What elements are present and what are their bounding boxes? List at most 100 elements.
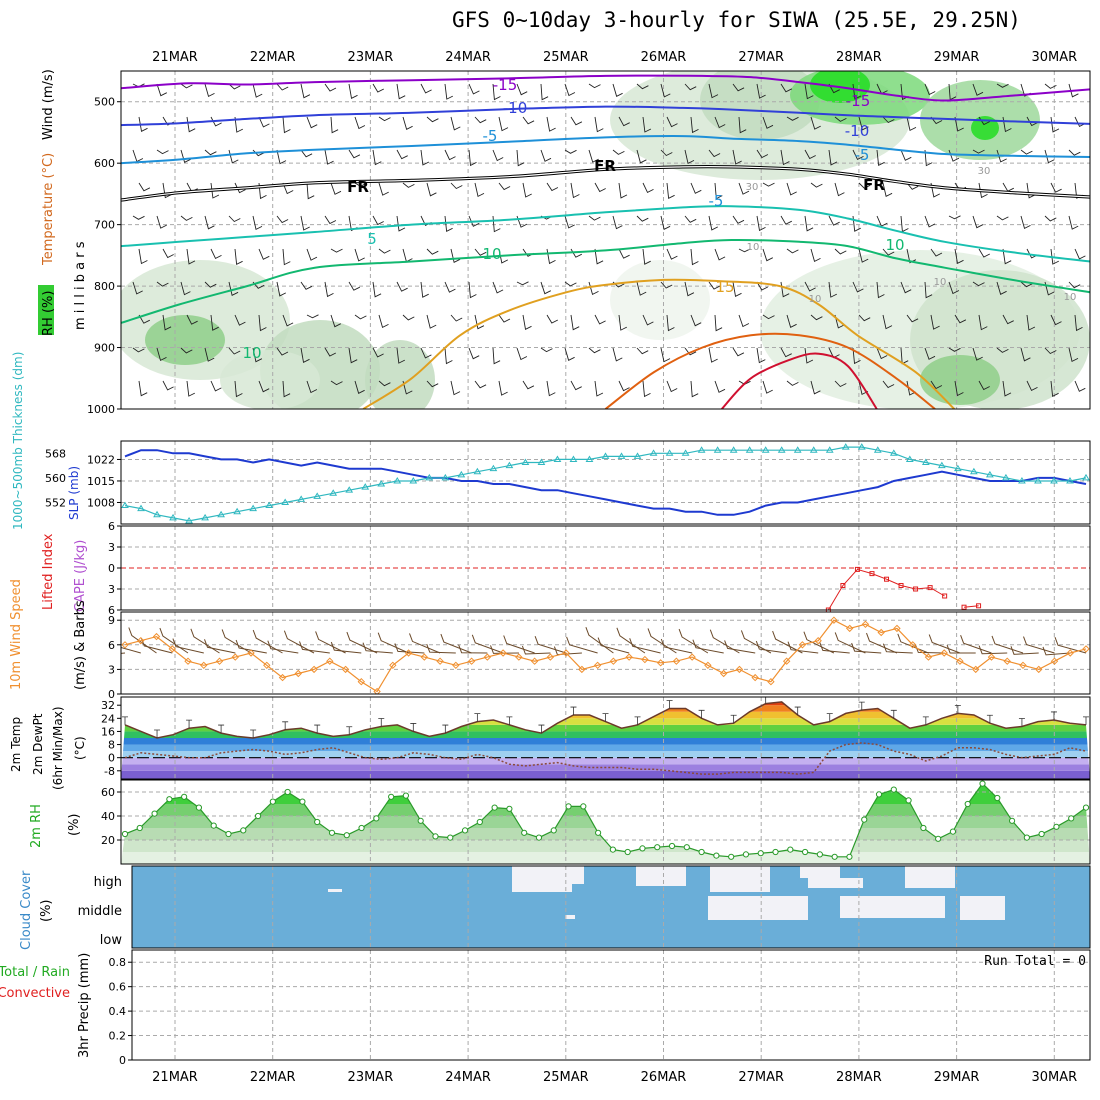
ytick-label: -8: [104, 765, 115, 778]
wind-barb: [876, 347, 888, 360]
wind-barb: [186, 116, 196, 133]
wind-barb: [930, 314, 940, 330]
wind-barb: [978, 248, 991, 258]
wind-barb: [1026, 116, 1038, 127]
thickness-point: [873, 446, 882, 453]
wind10m-point: [357, 677, 366, 686]
thickness-point: [1018, 476, 1026, 484]
wind-barb: [708, 215, 719, 231]
wind10m-point: [908, 641, 917, 649]
wind-barb: [714, 248, 726, 261]
wind-barb: [594, 380, 604, 397]
wind-barb: [684, 149, 695, 165]
wind-barb: [636, 281, 647, 296]
date-label-top: 21MAR: [152, 50, 198, 65]
wind-barb: [732, 83, 745, 92]
thickness-point: [921, 458, 930, 466]
wind-barb: [378, 182, 389, 196]
wind-barb: [756, 347, 766, 364]
wind-barb: [978, 182, 988, 199]
wind-barb: [570, 116, 583, 126]
wind10m-barb: [709, 629, 740, 654]
rh2m-point: [121, 830, 129, 838]
precip-frame: [131, 949, 1091, 1061]
wind10m-barb: [597, 637, 630, 654]
wind-barb: [396, 149, 408, 160]
minmax-marker: [826, 713, 833, 722]
wind-barb: [306, 116, 318, 129]
cape-label: CAPE (J/kg): [73, 540, 88, 612]
wind-barb: [996, 347, 1009, 353]
wind10m-barb: [553, 646, 582, 656]
wind-barb: [924, 347, 936, 360]
wind10m-point: [546, 653, 555, 661]
rh2m-point: [994, 794, 1001, 802]
wind10m-point: [168, 645, 176, 653]
ytick-label: 0: [108, 688, 115, 701]
rh-shade-region: [145, 315, 225, 365]
temp-units-label: (°C): [73, 736, 87, 760]
wind-barb: [762, 182, 775, 187]
wind-barb: [282, 314, 294, 327]
wind-barb: [756, 281, 769, 291]
wind10m-barb: [960, 635, 992, 654]
wind10m-point: [152, 632, 161, 641]
thickness-line: [124, 446, 1087, 522]
wind10m-point: [452, 661, 460, 670]
wind-barb: [708, 347, 718, 363]
thickness-point: [409, 476, 418, 484]
wind10m-point: [940, 649, 948, 657]
isotherms: [121, 74, 1090, 409]
isotherm-label: 10: [482, 245, 501, 263]
isotherm-25: [721, 352, 878, 409]
stability-panel: 6 3 0 3 6 Lifted Index CAPE (J/kg): [41, 520, 1091, 617]
wind10m-barb: [928, 634, 961, 654]
wind-barb: [210, 182, 220, 199]
run-total: Run Total = 0: [984, 954, 1086, 969]
clear-sky-cell: [708, 896, 808, 920]
thickness-point: [793, 446, 802, 453]
wind10m-barb: [394, 643, 425, 654]
wind10m-barb: [819, 642, 850, 654]
wind-barb: [1026, 182, 1036, 199]
wind-barb: [330, 380, 343, 386]
wind-barb: [1050, 314, 1062, 326]
wind-barb: [588, 347, 601, 354]
stability-axis: 6 3 0 3 6: [108, 520, 121, 617]
ytick-label: 8: [108, 739, 115, 752]
wind-barb: [804, 149, 816, 160]
wind-barb: [330, 314, 342, 328]
minmax-marker: [346, 726, 353, 735]
wind-barb: [786, 314, 797, 328]
rh2m-point: [1053, 823, 1060, 830]
wind-barb: [954, 380, 964, 397]
slp-line: [124, 449, 1087, 516]
rh2m-point: [713, 852, 720, 859]
minmax-marker: [922, 716, 929, 725]
lifted-index-point: [942, 593, 948, 599]
rh2m-point: [269, 798, 276, 805]
wind-barb: [882, 116, 895, 124]
rh2m-point: [565, 803, 572, 810]
wind-barb: [564, 347, 575, 361]
rh-shade-region: [920, 355, 1000, 405]
wind-barb: [852, 149, 864, 161]
cloud-level-label: middle: [78, 904, 122, 919]
wind-barb: [612, 215, 623, 230]
wind-barb: [1074, 248, 1086, 260]
wind-barb: [948, 347, 961, 352]
wind-barb: [1068, 215, 1079, 230]
wind10m-point: [1082, 645, 1090, 653]
wind-barb: [468, 347, 480, 360]
upper-air-ylabel: RH (%) Temperature (°C) Wind (m/s) m i l…: [38, 69, 88, 336]
thickness-point: [473, 467, 482, 475]
minmax-marker: [474, 713, 481, 722]
rh2m-point: [624, 848, 631, 856]
rh2m-fill: [121, 783, 1090, 864]
wind-barb: [906, 380, 916, 396]
thickness-point: [681, 449, 690, 456]
isotherm-label: 30: [978, 166, 991, 177]
precip-panel: 0 0.2 0.4 0.6 0.8 Run Total = 0 Total / Rain…: [0, 949, 1091, 1067]
